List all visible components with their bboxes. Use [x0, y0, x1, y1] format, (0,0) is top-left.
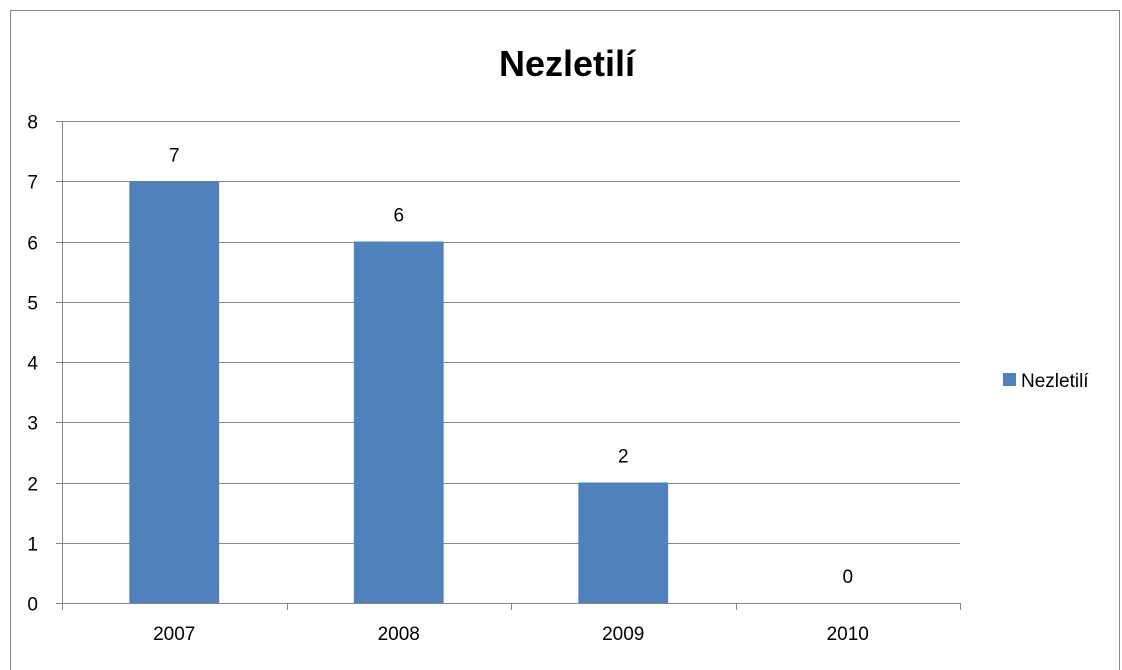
x-tick-label: 2010 [827, 624, 869, 645]
axes: 0 1 2 3 4 5 6 7 8 2007 2008 2009 2010 [27, 113, 961, 645]
y-tick-label: 0 [27, 595, 38, 616]
y-tick-label: 2 [27, 475, 38, 496]
y-tick-label: 3 [27, 414, 38, 435]
y-tick-label: 5 [27, 294, 38, 315]
data-label: 7 [169, 145, 180, 166]
legend-swatch [1003, 373, 1016, 386]
x-tick-label: 2008 [378, 624, 420, 645]
data-labels: 7 6 2 0 [169, 145, 853, 588]
y-tick-label: 4 [27, 354, 38, 375]
bars [129, 181, 669, 603]
y-tick-label: 8 [27, 113, 38, 134]
x-tick-label: 2007 [153, 624, 195, 645]
y-tick-label: 7 [27, 173, 38, 194]
chart-title: Nezletilí [499, 43, 636, 84]
legend: Nezletilí [1003, 371, 1089, 392]
bar [578, 482, 669, 603]
y-tick-label: 1 [27, 535, 38, 556]
bar [353, 241, 444, 603]
bar [129, 181, 220, 603]
data-label: 6 [393, 206, 404, 227]
legend-label: Nezletilí [1021, 371, 1089, 392]
y-tick-label: 6 [27, 234, 38, 255]
data-label: 0 [842, 567, 853, 588]
data-label: 2 [618, 447, 629, 468]
x-tick-label: 2009 [602, 624, 644, 645]
